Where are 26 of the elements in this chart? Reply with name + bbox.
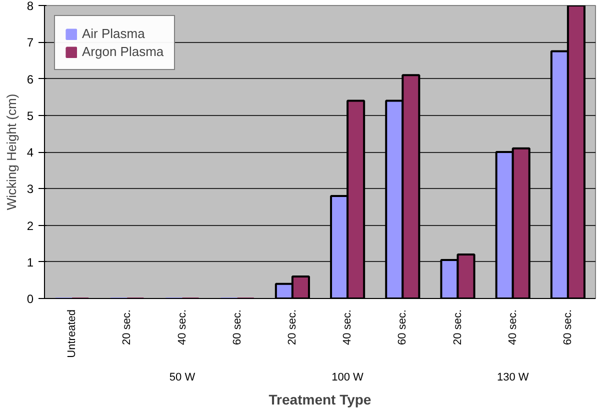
x-tick-label: 60 sec. [562,309,574,345]
legend-label: Argon Plasma [82,44,164,59]
x-tick-label: 60 sec. [396,309,409,345]
x-tick-label: Untreated [66,309,78,358]
y-tick-label: 4 [26,146,34,160]
x-axis-title: Treatment Type [268,392,372,408]
text: 50 W [169,372,196,384]
y-tick-label: 8 [26,0,34,13]
x-tick-label: 20 sec. [286,309,298,345]
y-tick-label: 2 [26,218,34,233]
x-tick-label: 20 sec. [121,309,134,345]
x-tick-label: 40 sec. [176,309,188,345]
y-tick-label: 6 [26,72,34,86]
x-tick-label: 60 sec. [231,309,244,345]
legend-label: Air Plasma [82,26,145,41]
x-tick-label: 20 sec. [452,309,464,345]
y-tick-label: 7 [26,36,34,50]
y-tick-label: 0 [26,292,34,306]
y-tick-label: 3 [26,182,34,196]
y-tick-label: 5 [26,108,34,123]
text: 130 W [496,372,530,384]
x-tick-label: 40 sec. [342,309,354,345]
y-tick-label: 1 [26,255,34,270]
y-axis-title: Wicking Height (cm) [4,94,19,210]
text: 100 W [332,372,364,384]
x-tick-label: 40 sec. [506,309,519,345]
